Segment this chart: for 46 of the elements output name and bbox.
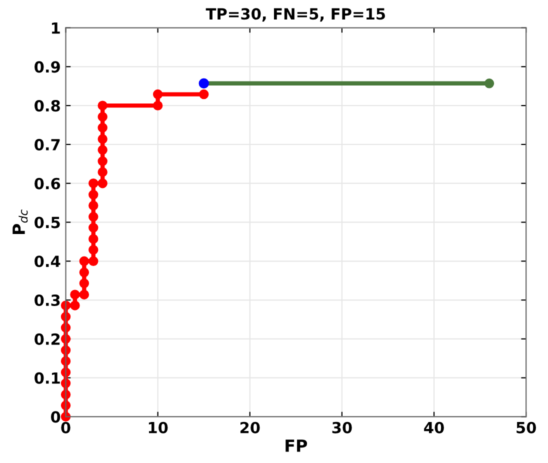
x-tick-label: 30 [332, 422, 352, 434]
point [98, 156, 108, 166]
point [88, 234, 98, 244]
y-axis-title: P$_{dc}$ [12, 210, 28, 234]
point [79, 268, 90, 278]
x-tick-label: 40 [424, 422, 444, 434]
point [88, 178, 98, 188]
chart-title: TP=30, FN=5, FP=15 [206, 8, 385, 22]
y-tick-label: 0.5 [34, 216, 60, 228]
point [88, 244, 98, 255]
y-tick-label: 0.4 [34, 256, 60, 268]
y-tick-label: 0.8 [34, 100, 60, 112]
x-tick-label: 20 [240, 422, 260, 434]
point [70, 290, 80, 300]
point [98, 100, 108, 110]
point [88, 190, 98, 200]
point [98, 178, 108, 188]
point [98, 134, 108, 144]
x-tick-label: 10 [148, 422, 168, 434]
y-tick-label: 0.3 [34, 294, 60, 306]
y-tick-label: 0 [51, 411, 60, 423]
point [98, 167, 108, 177]
y-tick-label: 0.1 [34, 372, 60, 384]
point [98, 145, 108, 155]
point [79, 278, 90, 288]
y-tick-label: 0.9 [34, 61, 60, 73]
y-tick-label: 1 [52, 22, 60, 34]
y-tick-label: 0.2 [34, 333, 60, 345]
point [79, 290, 90, 300]
point [484, 78, 494, 88]
point [88, 256, 98, 266]
point [88, 222, 98, 233]
y-tick-label: 0.6 [34, 178, 60, 190]
point [88, 212, 98, 222]
point [98, 112, 108, 122]
point [88, 200, 98, 210]
point [79, 256, 90, 266]
point [70, 300, 80, 310]
point [152, 100, 163, 110]
x-tick-label: 0 [61, 422, 70, 434]
x-tick-label: 50 [516, 422, 536, 434]
y-tick-label: 0.7 [34, 138, 60, 150]
x-axis-title: FP [286, 440, 308, 452]
point [152, 89, 163, 100]
point [98, 122, 108, 133]
point [198, 89, 209, 100]
